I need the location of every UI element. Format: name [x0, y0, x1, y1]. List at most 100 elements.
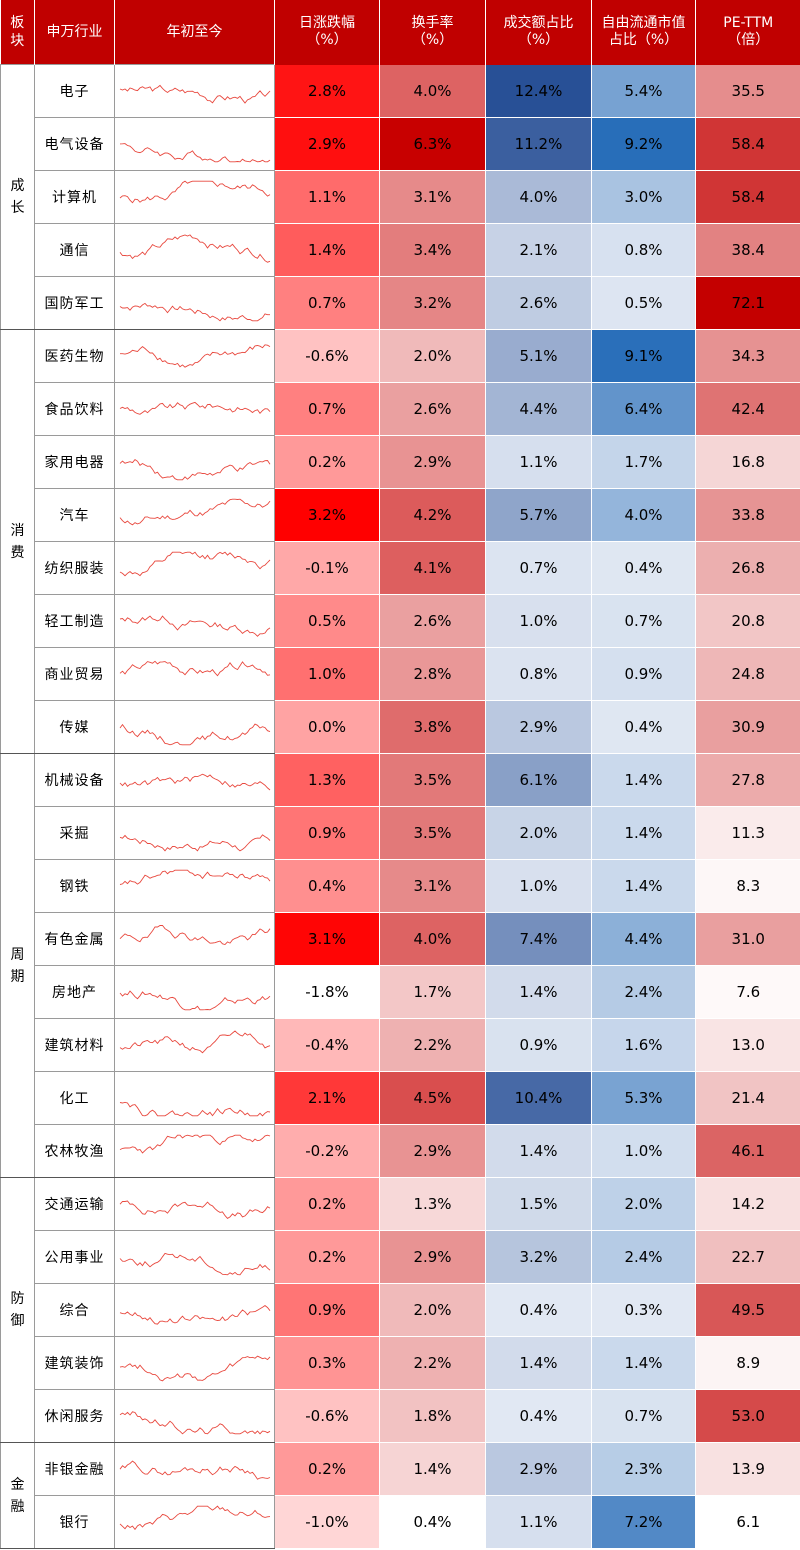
table-row: 周期 机械设备 1.3% 3.5% 6.1% 1.4% 27.8	[0, 753, 800, 1178]
sparkline-line	[119, 1505, 270, 1531]
turnover-cell: 1.3%	[379, 1177, 486, 1231]
header-segment: 板块	[0, 0, 35, 65]
volume-share-cell: 3.2%	[485, 1230, 592, 1284]
ytd-sparkline	[114, 170, 275, 224]
sparkline-chart	[119, 551, 270, 577]
ytd-sparkline	[114, 541, 275, 595]
industry-name: 银行	[34, 1495, 115, 1549]
ytd-sparkline	[114, 1495, 275, 1549]
turnover-cell: 2.8%	[379, 647, 486, 701]
header-daily-change: 日涨跌幅 （%）	[274, 0, 380, 65]
volume-share-cell: 4.0%	[485, 170, 592, 224]
sparkline-chart	[119, 180, 270, 204]
volume-share-cell: 0.4%	[485, 1389, 592, 1443]
ytd-sparkline	[114, 912, 275, 966]
turnover-cell: 3.5%	[379, 806, 486, 860]
float-cap-share-cell: 2.4%	[591, 965, 696, 1019]
ytd-sparkline	[114, 859, 275, 913]
volume-share-cell: 4.4%	[485, 382, 592, 436]
table-row: 商业贸易 1.0% 2.8% 0.8% 0.9% 24.8	[1, 647, 800, 701]
float-cap-share-cell: 7.2%	[591, 1495, 696, 1549]
turnover-cell: 2.9%	[379, 1230, 486, 1284]
volume-share-cell: 2.9%	[485, 1442, 592, 1496]
pe-cell: 58.4	[695, 117, 800, 171]
sparkline-chart	[119, 143, 270, 163]
turnover-cell: 2.0%	[379, 1283, 486, 1337]
sparkline-chart	[119, 1505, 270, 1531]
daily-change-cell: 1.1%	[274, 170, 380, 224]
sparkline-line	[119, 302, 270, 322]
table-header: 板块 申万行业 年初至今 日涨跌幅 （%） 换手率 （%） 成交额占比 （%） 自由流…	[0, 0, 800, 65]
volume-share-cell: 11.2%	[485, 117, 592, 171]
ytd-sparkline	[114, 276, 275, 330]
sparkline-chart	[119, 1411, 270, 1435]
ytd-sparkline	[114, 1336, 275, 1390]
sparkline-chart	[119, 234, 270, 263]
daily-change-cell: 0.9%	[274, 806, 380, 860]
sparkline-line	[119, 990, 270, 1011]
sparkline-line	[119, 180, 270, 204]
float-cap-share-cell: 0.3%	[591, 1283, 696, 1337]
sparkline-chart	[119, 723, 270, 746]
header-turnover: 换手率 （%）	[379, 0, 486, 65]
ytd-sparkline	[114, 1389, 275, 1443]
volume-share-cell: 6.1%	[485, 753, 592, 807]
industry-name: 交通运输	[34, 1177, 115, 1231]
sparkline-chart	[119, 1355, 270, 1382]
ytd-sparkline	[114, 488, 275, 542]
pe-cell: 31.0	[695, 912, 800, 966]
sparkline-chart	[119, 990, 270, 1011]
daily-change-cell: 0.9%	[274, 1283, 380, 1337]
industry-name: 钢铁	[34, 859, 115, 913]
turnover-cell: 3.2%	[379, 276, 486, 330]
sparkline-line	[119, 344, 270, 368]
pe-cell: 26.8	[695, 541, 800, 595]
industry-name: 采掘	[34, 806, 115, 860]
pe-cell: 72.1	[695, 276, 800, 330]
table-row: 防御 交通运输 0.2% 1.3% 1.5% 2.0% 14.2	[0, 1177, 800, 1443]
sparkline-chart	[119, 1252, 270, 1276]
ytd-sparkline	[114, 117, 275, 171]
table-row: 纺织服装 -0.1% 4.1% 0.7% 0.4% 26.8	[1, 541, 800, 595]
ytd-sparkline	[114, 700, 275, 754]
pe-cell: 38.4	[695, 223, 800, 277]
table-row: 汽车 3.2% 4.2% 5.7% 4.0% 33.8	[1, 488, 800, 542]
turnover-cell: 2.6%	[379, 382, 486, 436]
daily-change-cell: 3.2%	[274, 488, 380, 542]
industry-name: 电子	[34, 64, 115, 118]
industry-name: 家用电器	[34, 435, 115, 489]
sparkline-chart	[119, 302, 270, 322]
sparkline-line	[119, 1305, 270, 1325]
table-row: 房地产 -1.8% 1.7% 1.4% 2.4% 7.6	[1, 965, 800, 1019]
sparkline-chart	[119, 344, 270, 368]
daily-change-cell: 2.9%	[274, 117, 380, 171]
industry-name: 机械设备	[34, 753, 115, 807]
sparkline-chart	[119, 401, 270, 415]
pe-cell: 49.5	[695, 1283, 800, 1337]
sparkline-line	[119, 551, 270, 577]
segment-label: 金融	[0, 1442, 35, 1549]
sparkline-line	[119, 773, 270, 791]
table-row: 化工 2.1% 4.5% 10.4% 5.3% 21.4	[1, 1071, 800, 1125]
daily-change-cell: 0.2%	[274, 435, 380, 489]
table-row: 消费 医药生物 -0.6% 2.0% 5.1% 9.1% 34.3	[0, 329, 800, 754]
industry-name: 食品饮料	[34, 382, 115, 436]
ytd-sparkline	[114, 1230, 275, 1284]
float-cap-share-cell: 2.3%	[591, 1442, 696, 1496]
float-cap-share-cell: 0.4%	[591, 541, 696, 595]
table-row: 轻工制造 0.5% 2.6% 1.0% 0.7% 20.8	[1, 594, 800, 648]
pe-cell: 27.8	[695, 753, 800, 807]
float-cap-share-cell: 6.4%	[591, 382, 696, 436]
turnover-cell: 1.8%	[379, 1389, 486, 1443]
industry-name: 传媒	[34, 700, 115, 754]
turnover-cell: 2.6%	[379, 594, 486, 648]
daily-change-cell: 0.7%	[274, 276, 380, 330]
industry-name: 房地产	[34, 965, 115, 1019]
float-cap-share-cell: 0.7%	[591, 594, 696, 648]
pe-cell: 53.0	[695, 1389, 800, 1443]
sparkline-chart	[119, 1460, 270, 1480]
volume-share-cell: 5.7%	[485, 488, 592, 542]
table-body: 成长 电子 2.8% 4.0% 12.4% 5.4% 35.5 电气设备 2.9% 6.3% 11.…	[0, 64, 800, 1549]
turnover-cell: 2.9%	[379, 435, 486, 489]
volume-share-cell: 7.4%	[485, 912, 592, 966]
